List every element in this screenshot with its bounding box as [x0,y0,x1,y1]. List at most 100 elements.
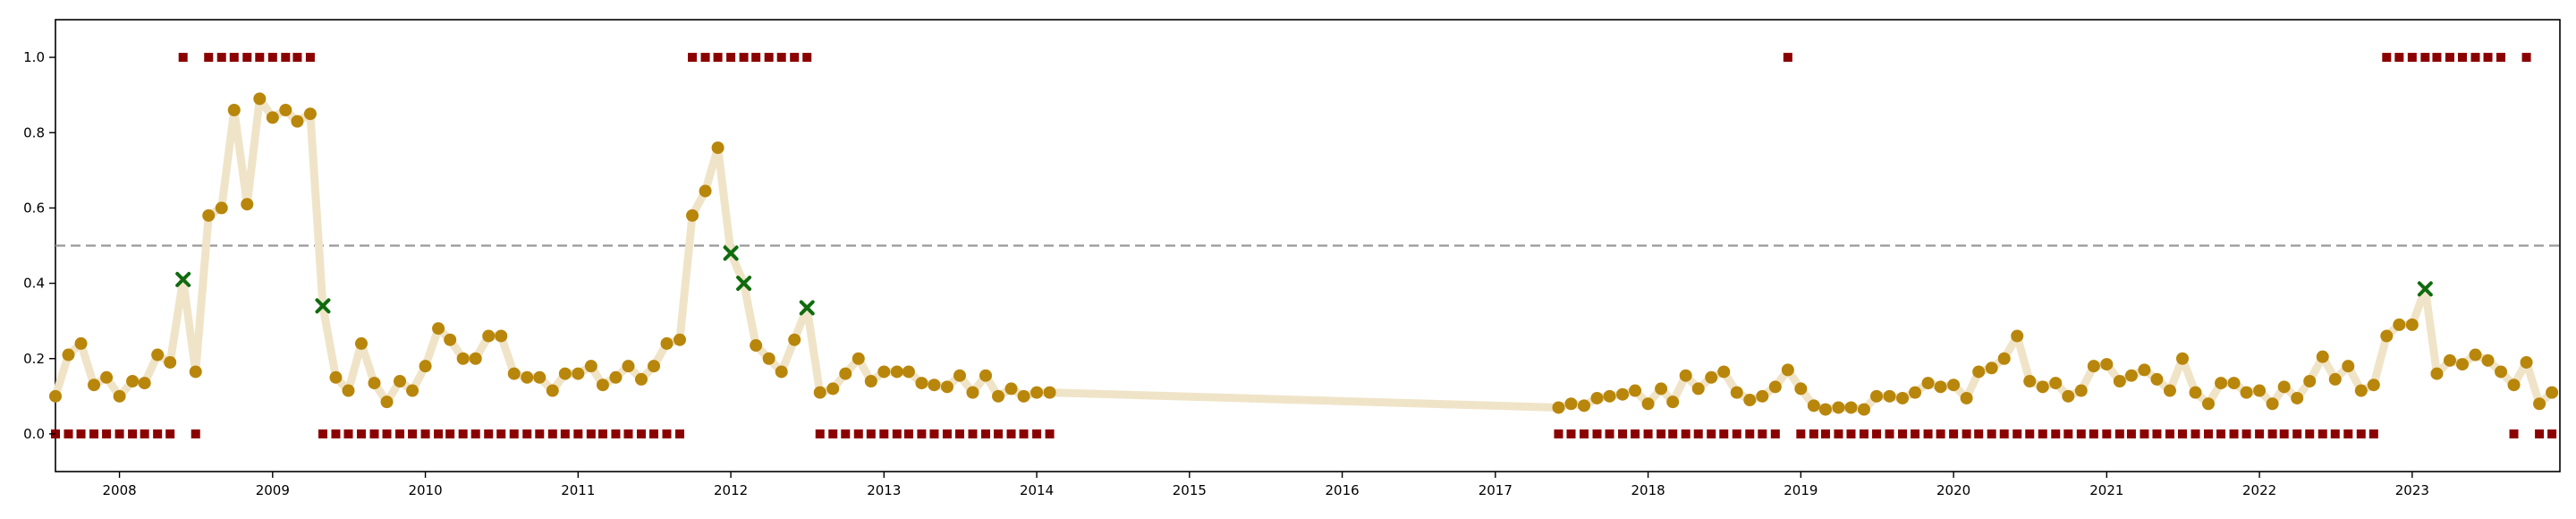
probability-point [241,198,254,211]
label-point [2279,429,2289,438]
probability-point [2023,375,2037,387]
label-point [586,429,596,438]
label-point [305,53,315,63]
label-point [764,53,774,63]
probability-point [1844,401,1858,414]
label-point [649,429,659,438]
probability-point [2495,365,2508,379]
probability-point [1730,386,1743,399]
probability-point [762,352,775,365]
label-point [2509,429,2519,438]
probability-point [469,352,482,365]
label-point [597,429,607,438]
label-point [369,429,379,438]
label-point [1999,429,2009,438]
x-tick-label: 2010 [408,482,442,498]
probability-point [915,377,928,390]
label-point [2330,429,2340,438]
label-point [1668,429,1678,438]
label-point [726,53,736,63]
probability-point [2291,391,2304,404]
probability-point [877,365,891,379]
probability-point [2189,386,2202,399]
label-point [153,429,163,438]
label-point [2535,429,2545,438]
probability-point [2266,397,2279,411]
label-point [1681,429,1690,438]
probability-point [279,104,292,116]
probability-point [2405,318,2419,331]
label-point [1859,429,1868,438]
probability-point [864,375,877,387]
label-point [751,53,761,63]
probability-point [1743,394,1757,407]
probability-point [1629,384,1642,397]
probability-point [1043,386,1056,399]
probability-point [2533,397,2546,411]
label-point [535,429,545,438]
label-point [2216,429,2226,438]
probability-point [2481,353,2495,367]
label-point [994,429,1004,438]
x-tick-label: 2009 [256,482,290,498]
x-tick-label: 2014 [1020,482,1054,498]
label-point [2051,429,2061,438]
label-point [1987,429,1996,438]
probability-point [456,352,470,365]
probability-point [674,333,687,346]
probability-point [1030,386,1044,399]
label-point [2394,53,2404,63]
probability-point [2062,389,2075,403]
label-point [1911,429,1920,438]
label-point [636,429,646,438]
probability-point [1896,391,1910,404]
label-point [267,53,277,63]
probability-point [2303,375,2317,387]
label-point [853,429,863,438]
label-point [2076,429,2086,438]
label-point [484,429,494,438]
label-point [178,53,188,63]
probability-point [1985,362,1998,375]
probability-point [1857,403,1870,416]
label-point [981,429,990,438]
probability-point [609,370,623,384]
x-tick-label: 2016 [1326,482,1360,498]
label-point [140,429,149,438]
label-point [2152,429,2162,438]
probability-point [2074,384,2088,397]
cross-point [736,276,752,292]
label-point [64,429,73,438]
probability-point [2469,348,2482,362]
probability-point [2087,360,2100,373]
label-point [1631,429,1640,438]
label-point [1006,429,1016,438]
probability-point [202,208,216,222]
probability-point [2240,386,2253,399]
label-point [1554,429,1563,438]
probability-point [1921,377,1935,390]
label-point [790,53,800,63]
label-point [841,429,851,438]
probability-point [992,389,1005,403]
cross-point [799,300,815,316]
label-point [713,53,723,63]
label-point [216,53,226,63]
label-point [1949,429,1959,438]
label-point [2229,429,2239,438]
label-point [2255,429,2265,438]
probability-point [1666,396,1680,409]
label-point [1580,429,1589,438]
label-point [165,429,175,438]
label-point [968,429,978,438]
probability-point [1934,380,1947,394]
probability-point [2176,352,2190,365]
probability-point [1756,389,1769,403]
x-tick-label: 2020 [1936,482,1970,498]
label-point [2368,429,2378,438]
probability-point [227,104,241,116]
probability-point [482,329,496,343]
label-point [229,53,239,63]
x-tick-label: 2021 [2089,482,2123,498]
